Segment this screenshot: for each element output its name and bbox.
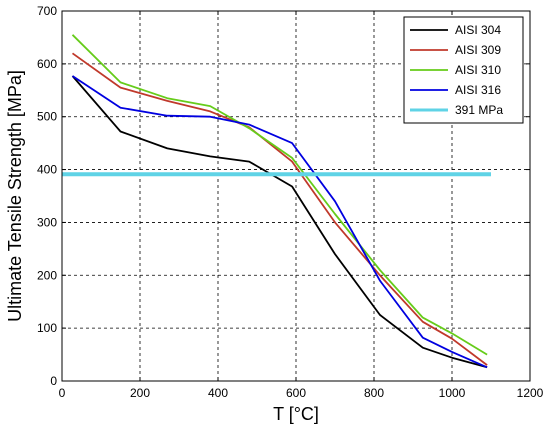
y-axis-label: Ultimate Tensile Strength [MPa] [5,70,25,322]
x-tick-label: 400 [208,386,228,400]
series-line-aisi-316 [72,75,488,369]
y-tick-label: 0 [50,374,57,388]
y-tick-label: 300 [37,215,57,229]
x-tick-label: 800 [364,386,384,400]
x-tick-label: 1200 [517,386,544,400]
y-tick-label: 100 [37,321,57,335]
x-axis-label: T [°C] [273,404,319,424]
x-tick-label: 0 [59,386,66,400]
legend-label: 391 MPa [455,103,503,117]
x-tick-label: 200 [130,386,150,400]
legend-label: AISI 310 [455,63,501,77]
legend-label: AISI 309 [455,43,501,57]
y-tick-label: 700 [37,4,57,18]
y-tick-label: 600 [37,57,57,71]
series-line-aisi-309 [71,52,488,366]
legend-label: AISI 316 [455,83,501,97]
series-line-aisi-304 [71,75,488,369]
legend-label: AISI 304 [455,23,501,37]
series-layer [62,34,491,369]
series-line-aisi-310 [71,34,488,356]
y-tick-label: 500 [37,110,57,124]
y-tick-label: 200 [37,268,57,282]
y-axis-ticks: 0 100 200 300 400 500 600 700 [37,4,530,388]
x-axis-ticks: 0 200 400 600 800 1000 1200 [59,11,544,400]
x-tick-label: 600 [286,386,306,400]
y-tick-label: 400 [37,163,57,177]
grid [62,11,530,381]
legend: AISI 304 AISI 309 AISI 310 AISI 316 391 MPa [403,16,524,124]
x-tick-label: 1000 [439,386,466,400]
